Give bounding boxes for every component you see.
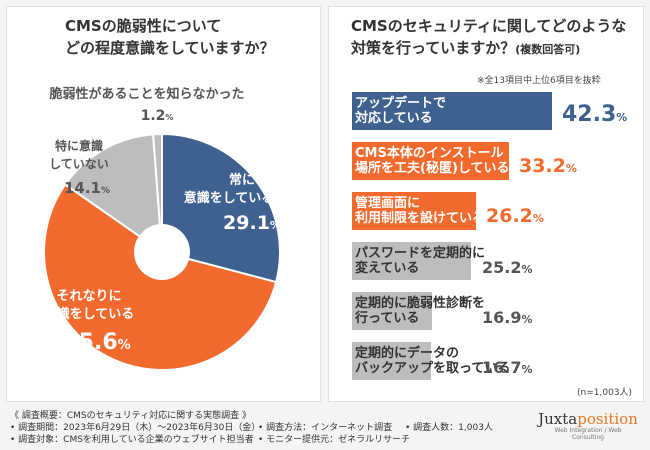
footer-provider: • モニター提供元：ゼネラルリサーチ	[258, 435, 411, 445]
bar-panel: CMSのセキュリティに関してどのような 対策を行っていますか？(複数回答可) ※…	[328, 6, 644, 402]
pie-label-0-line1: 常に	[229, 172, 255, 188]
pie-slice-3	[152, 132, 163, 253]
bar-3	[352, 242, 471, 280]
bar-title-main: 対策を行っていますか？	[351, 39, 516, 57]
pie-label-2-line2: していない	[49, 157, 109, 171]
pie-label-0-line2: 意識をしている	[184, 190, 275, 206]
brand-tagline: Web Integration / Web Consulting	[554, 427, 622, 441]
bar-label-1-line1: CMS本体のインストール	[355, 146, 504, 161]
bar-label-5-line2: バックアップを取っている	[355, 361, 511, 376]
sample-size: (n=1,003人)	[577, 388, 633, 398]
pie-value-1: 55.6%	[63, 330, 130, 355]
bar-value-0: 42.3%	[562, 102, 628, 127]
pie-title-line2: どの程度意識をしていますか？	[65, 39, 275, 57]
bar-label-2: 管理画面に 利用制限を設けている	[355, 196, 485, 226]
bar-label-1: CMS本体のインストール 場所を工夫(秘匿)している	[355, 146, 510, 176]
bar-label-1-line2: 場所を工夫(秘匿)している	[355, 161, 510, 176]
bar-0	[352, 92, 552, 130]
bar-label-4-line2: 行っている	[355, 311, 420, 326]
bar-4	[352, 292, 432, 330]
bar-title-line2: 対策を行っていますか？(複数回答可)	[351, 37, 580, 61]
bar-label-2-line2: 利用制限を設けている	[355, 211, 486, 226]
bar-label-5: 定期的にデータの バックアップを取っている	[355, 346, 510, 376]
bar-5	[352, 342, 431, 380]
bar-label-3: パスワードを定期的に 変えている	[355, 246, 485, 276]
bar-title-small: (複数回答可)	[515, 43, 581, 56]
pie-hole	[134, 224, 190, 280]
bar-label-4-line1: 定期的に脆弱性診断を	[355, 296, 486, 311]
pie-value-0: 29.1%	[223, 212, 281, 234]
brand-name: Juxtaposition	[538, 410, 638, 428]
bar-label-5-line1: 定期的にデータの	[355, 346, 460, 361]
pie-chart: 常に意識をしている29.1%それなりに意識をしている55.6%特に意識していない…	[43, 86, 281, 371]
brand-logo: Juxtaposition Web Integration / Web Cons…	[538, 410, 638, 441]
pie-slice-0	[161, 132, 281, 284]
bar-2	[352, 192, 476, 230]
pie-panel: CMSの脆弱性について どの程度意識をしていますか？ 常に意識をしている 29.1…	[6, 6, 321, 402]
bar-label-0: アップデートで 対応している	[355, 96, 446, 126]
pie-label-3: 脆弱性があることを知らなかった	[48, 86, 244, 102]
bar-value-5: 16.7%	[482, 358, 533, 377]
bar-label-0-line1: アップデートで	[355, 96, 447, 111]
bar-value-1: 33.2%	[519, 155, 577, 177]
bar-label-4: 定期的に脆弱性診断を 行っている	[355, 296, 485, 326]
footer-overview: 《 調査概要：CMSのセキュリティ対応に関する実態調査 》	[10, 411, 251, 421]
bar-value-2: 26.2%	[486, 205, 544, 227]
footer-target: • 調査対象：CMSを利用している企業のウェブサイト担当者	[10, 435, 254, 445]
bar-title-line1: CMSのセキュリティに関してどのような	[351, 17, 627, 35]
pie-slice-2	[63, 133, 164, 255]
footer-method: • 調査方法：インターネット調査	[258, 423, 393, 433]
bar-note: ※全13項目中上位6項目を抜粋	[477, 76, 601, 86]
bar-label-3-line1: パスワードを定期的に	[355, 246, 486, 261]
bar-value-3: 25.2%	[482, 258, 533, 277]
pie-value-2: 14.1%	[64, 179, 110, 197]
pie-label-1-line1: それなりに	[56, 289, 121, 304]
pie-label-2-line1: 特に意識	[55, 138, 103, 153]
pie-value-3: 1.2%	[141, 108, 174, 124]
bar-label-2-line1: 管理画面に	[355, 196, 421, 211]
pie-label-1-line2: 意識をしている	[44, 306, 135, 322]
pie-title-line1: CMSの脆弱性について	[65, 17, 222, 35]
bar-label-3-line2: 変えている	[355, 261, 420, 276]
footer-period: • 調査期間：2023年6月29日（木）〜2023年6月30日（金）	[10, 423, 261, 433]
bar-label-0-line2: 対応している	[355, 111, 433, 126]
bar-1	[352, 142, 509, 180]
footer-count: • 調査人数：1,003人	[405, 423, 493, 433]
bar-value-4: 16.9%	[482, 308, 533, 327]
